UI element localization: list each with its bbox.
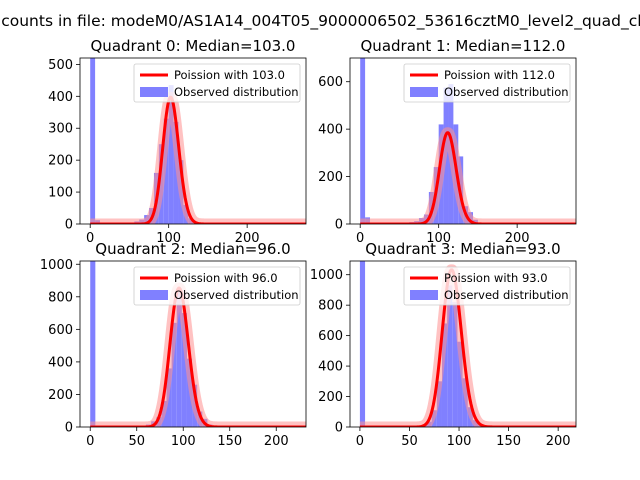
subplot-title: Quadrant 0: Median=103.0 — [91, 37, 296, 55]
subplot-title: Quadrant 3: Median=93.0 — [365, 240, 560, 258]
y-tick-label: 400 — [48, 355, 73, 370]
x-tick-label: 100 — [426, 231, 451, 246]
legend-label-observed: Observed distribution — [174, 85, 299, 99]
y-tick-label: 400 — [318, 123, 343, 138]
y-tick-label: 1000 — [40, 258, 73, 273]
x-tick-label: 200 — [546, 434, 571, 449]
histogram-bar — [90, 261, 96, 427]
x-tick-label: 0 — [86, 231, 94, 246]
legend-label-observed: Observed distribution — [444, 288, 569, 302]
legend-box — [133, 266, 301, 306]
histogram-bar — [360, 58, 366, 224]
poisson-curve — [89, 95, 306, 224]
y-tick-label: 0 — [65, 421, 73, 436]
subplot-title: Quadrant 2: Median=96.0 — [95, 240, 290, 258]
poisson-band — [355, 127, 576, 224]
legend-box — [133, 63, 301, 103]
axes-frame — [349, 57, 577, 225]
plot-area — [355, 261, 576, 427]
legend-label-observed: Observed distribution — [444, 85, 569, 99]
legend-patch-swatch — [140, 87, 168, 97]
histogram-bar — [452, 302, 458, 427]
histogram-bar — [359, 261, 366, 427]
histogram-bar — [166, 368, 172, 427]
x-tick-label: 100 — [447, 434, 472, 449]
y-tick-label: 1000 — [310, 268, 343, 283]
plot-area — [85, 261, 306, 427]
legend: Poission with 103.0 Observed distribution — [133, 63, 301, 103]
poisson-curve — [359, 268, 576, 427]
axes-frame — [79, 57, 307, 225]
legend-label-poisson: Poission with 112.0 — [444, 68, 555, 82]
y-tick-label: 200 — [318, 170, 343, 185]
axes-frame — [79, 260, 307, 428]
histogram-bar — [441, 323, 448, 427]
histogram-bar — [168, 85, 174, 224]
histogram-bar — [436, 381, 442, 427]
plot-area — [85, 58, 306, 224]
y-tick-label: 200 — [48, 388, 73, 403]
x-tick-label: 50 — [401, 434, 418, 449]
y-tick-label: 800 — [318, 299, 343, 314]
x-tick-label: 50 — [128, 434, 145, 449]
axes-frame — [349, 260, 577, 428]
legend-label-observed: Observed distribution — [174, 288, 299, 302]
histogram-bar — [176, 291, 182, 427]
legend: Poission with 93.0 Observed distribution — [403, 266, 571, 306]
y-tick-label: 600 — [48, 323, 73, 338]
subplot-title: Quadrant 1: Median=112.0 — [361, 37, 566, 55]
x-tick-label: 200 — [505, 231, 530, 246]
poisson-band — [85, 91, 306, 224]
x-tick-label: 150 — [496, 434, 521, 449]
y-tick-label: 600 — [318, 75, 343, 90]
subplot-quadrant-1: 0 100 200 0 200 400 600 Poission with 112.0 Obse… — [318, 37, 577, 246]
subplot-quadrant-3: 0 50 100 150 200 0 200 400 600 800 1000 Poission wi… — [310, 240, 577, 449]
subplot-quadrant-2: 0 50 100 150 200 0 200 400 600 800 1000 Poission wi… — [40, 240, 307, 449]
poisson-curve — [89, 286, 306, 427]
x-tick-label: 200 — [235, 231, 260, 246]
histogram-bar — [173, 121, 179, 224]
histogram-bar — [171, 322, 177, 427]
x-tick-label: 100 — [171, 434, 196, 449]
y-tick-label: 200 — [48, 154, 73, 169]
y-tick-label: 500 — [48, 58, 73, 73]
legend-label-poisson: Poission with 93.0 — [444, 271, 548, 285]
histogram-bar — [457, 341, 463, 427]
figure-suptitle: Median counts in file: modeM0/AS1A14_004… — [0, 12, 640, 31]
histogram-bar — [447, 285, 453, 427]
histogram-bar — [90, 58, 96, 224]
legend-patch-swatch — [410, 290, 438, 300]
plot-area — [355, 58, 576, 224]
y-tick-label: 0 — [335, 218, 343, 233]
legend-box — [403, 63, 571, 103]
y-tick-label: 100 — [48, 186, 73, 201]
x-tick-label: 0 — [356, 434, 364, 449]
legend-label-poisson: Poission with 103.0 — [174, 68, 285, 82]
x-tick-label: 100 — [156, 231, 181, 246]
x-tick-label: 150 — [217, 434, 242, 449]
y-tick-label: 300 — [48, 122, 73, 137]
legend: Poission with 96.0 Observed distribution — [133, 266, 301, 306]
x-tick-label: 0 — [86, 434, 94, 449]
x-tick-label: 200 — [264, 434, 289, 449]
y-tick-label: 800 — [48, 290, 73, 305]
y-tick-label: 600 — [318, 329, 343, 344]
poisson-curve — [359, 131, 576, 224]
legend-label-poisson: Poission with 96.0 — [174, 271, 278, 285]
legend-patch-swatch — [140, 290, 168, 300]
legend-patch-swatch — [410, 87, 438, 97]
legend-box — [403, 266, 571, 306]
y-tick-label: 400 — [48, 90, 73, 105]
histogram-bar — [163, 118, 169, 224]
y-tick-label: 200 — [318, 390, 343, 405]
legend: Poission with 112.0 Observed distribution — [403, 63, 571, 103]
histogram-bar — [181, 313, 187, 427]
x-tick-label: 0 — [356, 231, 364, 246]
y-tick-label: 400 — [318, 360, 343, 375]
y-tick-label: 0 — [65, 218, 73, 233]
y-tick-label: 0 — [335, 421, 343, 436]
subplot-quadrant-0: 0 100 200 0 100 200 300 400 500 Poission with 103… — [48, 37, 307, 246]
